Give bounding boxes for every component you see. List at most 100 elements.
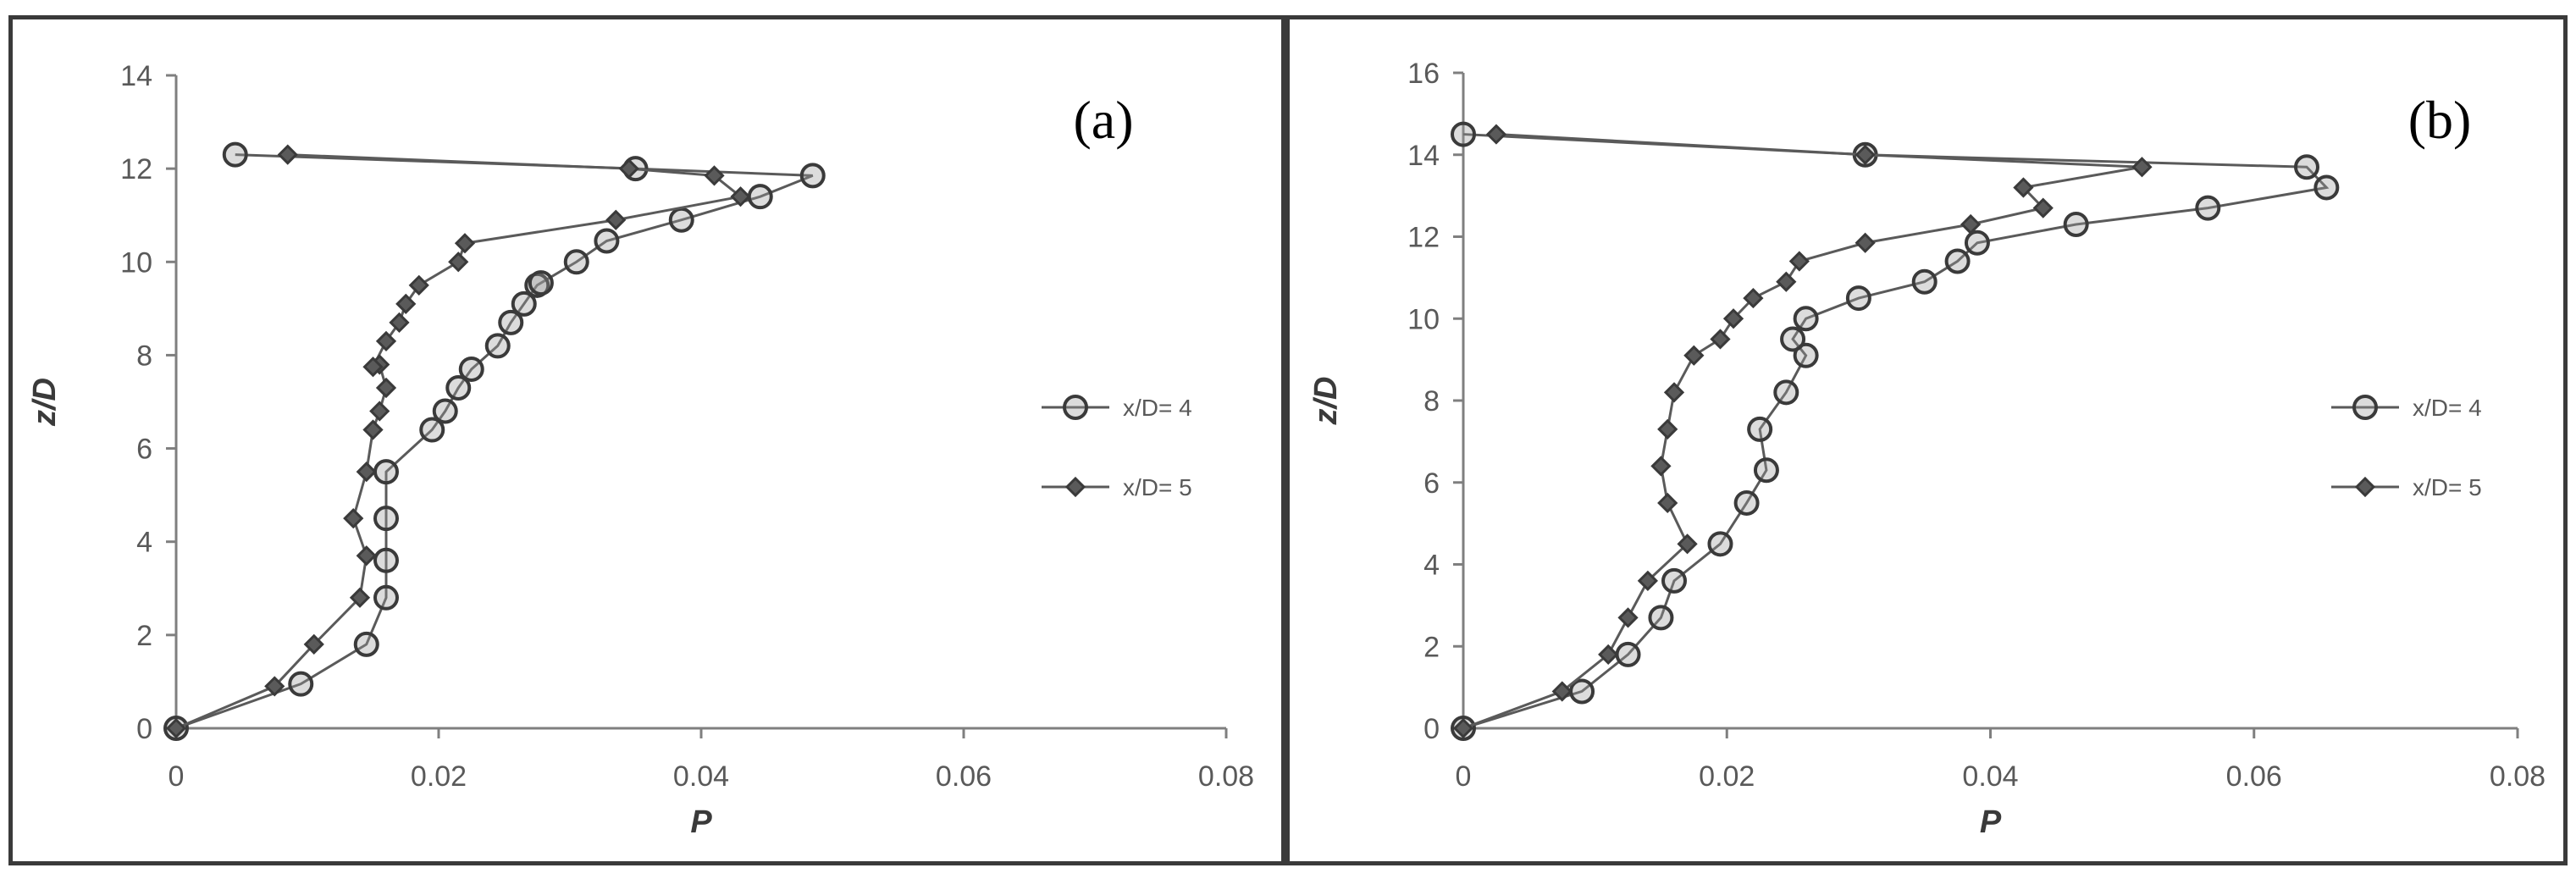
- data-point-b-0-4: [1661, 567, 1687, 594]
- data-point-a-1-21: [618, 158, 639, 180]
- data-point-a-1-7: [362, 419, 384, 440]
- y-tick-label-a-5: 10: [120, 246, 152, 279]
- x-tick-label-b-1: 0.02: [1699, 760, 1755, 793]
- data-point-b-1-15: [1788, 251, 1810, 272]
- x-tick-label-a-3: 0.06: [936, 760, 992, 793]
- legend-item-a-0: x/D= 4: [1042, 395, 1192, 421]
- x-tick-label-b-4: 0.08: [2490, 760, 2546, 793]
- y-tick-label-b-6: 12: [1407, 222, 1440, 254]
- y-tick-label-a-3: 6: [136, 434, 152, 466]
- y-tick-label-b-7: 14: [1407, 140, 1440, 172]
- data-point-b-0-1: [1569, 678, 1595, 705]
- data-point-a-1-2: [303, 633, 324, 655]
- chart-a-svg: 0 0.02 0.04 0.06 0.08 0 2 4 6 8 10 12 14 Pz/D (a) x/D= …: [27, 60, 1254, 840]
- x-axis-title-b: P: [1980, 804, 2002, 840]
- x-axis-title-a: P: [690, 804, 712, 840]
- data-point-b-0-7: [1753, 457, 1779, 484]
- series-line-a-0: [175, 153, 814, 730]
- x-tick-label-b-0: 0: [1456, 760, 1472, 793]
- data-point-a-0-7: [419, 417, 445, 443]
- y-tick-label-b-3: 6: [1423, 467, 1440, 500]
- data-point-a-1-1: [264, 676, 285, 697]
- data-point-b-0-5: [1707, 531, 1733, 557]
- y-tick-label-a-2: 4: [136, 527, 152, 559]
- data-point-a-0-16: [563, 249, 589, 275]
- data-point-a-0-2: [353, 631, 379, 657]
- data-point-b-0-14: [1911, 268, 1938, 295]
- data-point-a-1-20: [704, 165, 725, 186]
- x-tick-label-a-1: 0.02: [411, 760, 467, 793]
- data-point-b-0-19: [2313, 174, 2340, 201]
- data-point-a-0-4: [373, 547, 399, 573]
- panel-label-b: (b): [2408, 90, 2472, 150]
- data-point-a-0-20: [799, 163, 826, 189]
- data-point-a-1-3: [349, 587, 371, 608]
- data-point-a-1-16: [448, 252, 469, 273]
- legend-label-b-1: x/D= 5: [2413, 474, 2482, 500]
- y-tick-label-b-5: 10: [1407, 303, 1440, 335]
- series-a-1: [165, 144, 751, 739]
- legend-item-b-0: x/D= 4: [2331, 395, 2482, 421]
- x-tick-label-b-3: 0.06: [2226, 760, 2282, 793]
- data-point-a-0-8: [432, 398, 458, 424]
- legend-label-a-1: x/D= 5: [1123, 474, 1192, 500]
- legend-marker-b-0: [2352, 395, 2378, 420]
- data-point-b-1-16: [1855, 232, 1876, 253]
- data-point-b-0-9: [1773, 379, 1799, 406]
- data-point-a-1-4: [356, 545, 377, 567]
- y-tick-label-b-2: 4: [1423, 550, 1440, 582]
- y-tick-label-b-8: 16: [1407, 58, 1440, 90]
- data-point-a-0-11: [484, 333, 511, 359]
- data-point-b-1-17: [1960, 213, 1982, 235]
- data-point-b-1-11: [1710, 329, 1731, 350]
- data-point-b-1-22: [1485, 124, 1507, 145]
- data-point-b-1-12: [1722, 308, 1744, 329]
- y-tick-label-a-7: 14: [120, 60, 152, 92]
- data-point-b-0-11: [1780, 326, 1806, 352]
- data-point-b-0-15: [1944, 248, 1971, 274]
- data-point-b-1-2: [1598, 644, 1619, 666]
- legend-label-b-0: x/D= 4: [2413, 395, 2482, 421]
- data-point-b-1-5: [1677, 533, 1698, 555]
- data-point-b-1-19: [2013, 177, 2034, 198]
- data-point-b-1-1: [1551, 681, 1573, 702]
- data-point-a-0-12: [498, 309, 524, 335]
- data-point-a-0-3: [373, 584, 399, 611]
- data-point-b-1-20: [2131, 157, 2153, 178]
- x-tick-label-b-2: 0.04: [1962, 760, 2018, 793]
- data-point-a-0-1: [288, 671, 314, 697]
- data-point-a-1-17: [454, 233, 476, 254]
- series-line-b-0: [1462, 133, 2330, 730]
- data-point-a-1-0: [165, 717, 187, 739]
- data-point-b-0-18: [2195, 195, 2221, 221]
- data-point-b-1-0: [1452, 717, 1474, 739]
- data-point-a-0-15: [528, 270, 554, 296]
- data-point-b-0-3: [1648, 605, 1674, 631]
- y-tick-label-b-4: 8: [1423, 385, 1440, 417]
- data-point-a-1-12: [375, 330, 397, 352]
- legend-label-a-0: x/D= 4: [1123, 395, 1192, 421]
- series-a-0: [163, 141, 826, 741]
- data-point-b-1-13: [1743, 287, 1764, 309]
- series-b-1: [1452, 124, 2153, 739]
- data-point-a-0-6: [373, 459, 399, 485]
- y-tick-label-a-1: 2: [136, 620, 152, 652]
- data-point-b-0-20: [2294, 154, 2319, 180]
- data-point-b-0-2: [1615, 641, 1641, 667]
- data-point-b-1-14: [1776, 271, 1797, 292]
- data-point-b-0-22: [1451, 121, 1476, 147]
- data-point-a-0-10: [458, 356, 484, 382]
- data-point-b-1-3: [1617, 607, 1639, 628]
- data-point-b-1-18: [2032, 197, 2054, 218]
- data-point-b-1-9: [1663, 382, 1685, 403]
- data-point-a-0-19: [747, 184, 773, 210]
- legend-item-b-1: x/D= 5: [2331, 474, 2482, 500]
- data-point-a-1-9: [375, 377, 397, 399]
- data-point-a-1-15: [408, 274, 429, 296]
- data-point-a-0-18: [668, 207, 694, 233]
- series-b-0: [1451, 121, 2340, 741]
- data-point-b-0-16: [1964, 229, 1990, 256]
- y-axis-title-a: z/D: [27, 378, 63, 427]
